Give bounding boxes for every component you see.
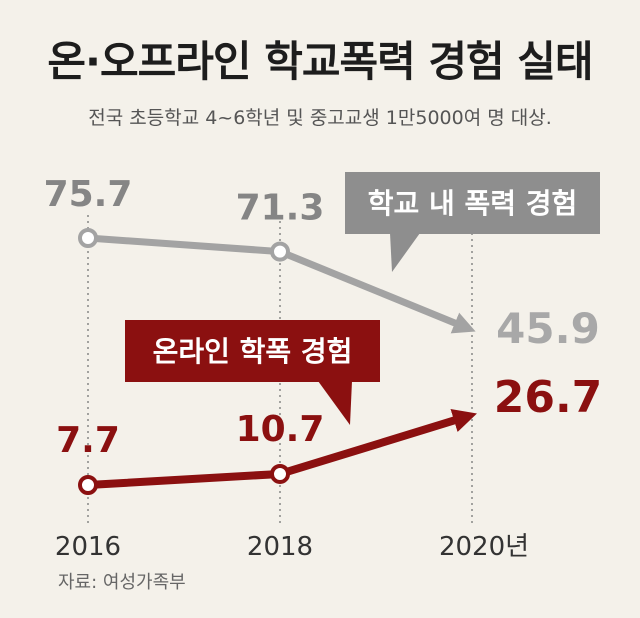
source-note: 자료: 여성가족부 bbox=[58, 572, 186, 593]
data-point bbox=[78, 228, 98, 248]
x-axis-tick-labels: 2016 2018 2020년 bbox=[55, 532, 529, 562]
callout-box bbox=[125, 320, 380, 382]
value-label: 7.7 bbox=[56, 420, 120, 461]
value-labels: 75.7 71.3 45.9 7.7 10.7 26.7 bbox=[44, 174, 603, 461]
callout-label: 학교 내 폭력 경험 bbox=[368, 187, 578, 220]
series-lines bbox=[84, 234, 477, 489]
data-point bbox=[270, 241, 290, 262]
callout-label: 온라인 학폭 경험 bbox=[153, 335, 353, 368]
data-points bbox=[78, 228, 290, 495]
value-label: 71.3 bbox=[236, 188, 325, 229]
value-label: 26.7 bbox=[494, 372, 603, 423]
x-tick-label: 2016 bbox=[55, 532, 121, 562]
data-point bbox=[78, 475, 98, 495]
x-tick-label: 2020년 bbox=[439, 532, 529, 562]
chart-subtitle: 전국 초등학교 4~6학년 및 중고교생 1만5000여 명 대상. bbox=[88, 107, 552, 129]
callout-box bbox=[345, 172, 600, 234]
value-label: 75.7 bbox=[44, 174, 133, 215]
chart-title: 온·오프라인 학교폭력 경험 실태 bbox=[47, 37, 593, 86]
series-line-segment bbox=[84, 469, 284, 489]
value-label: 45.9 bbox=[496, 304, 600, 353]
x-tick-label: 2018 bbox=[247, 532, 313, 562]
series-line-segment bbox=[84, 234, 284, 256]
data-point bbox=[270, 463, 290, 484]
series-arrow-segment bbox=[278, 409, 477, 478]
callout-pointer bbox=[318, 381, 352, 425]
callout-pointer bbox=[390, 233, 420, 272]
series-arrow-segment bbox=[278, 248, 476, 334]
value-label: 10.7 bbox=[236, 409, 325, 450]
